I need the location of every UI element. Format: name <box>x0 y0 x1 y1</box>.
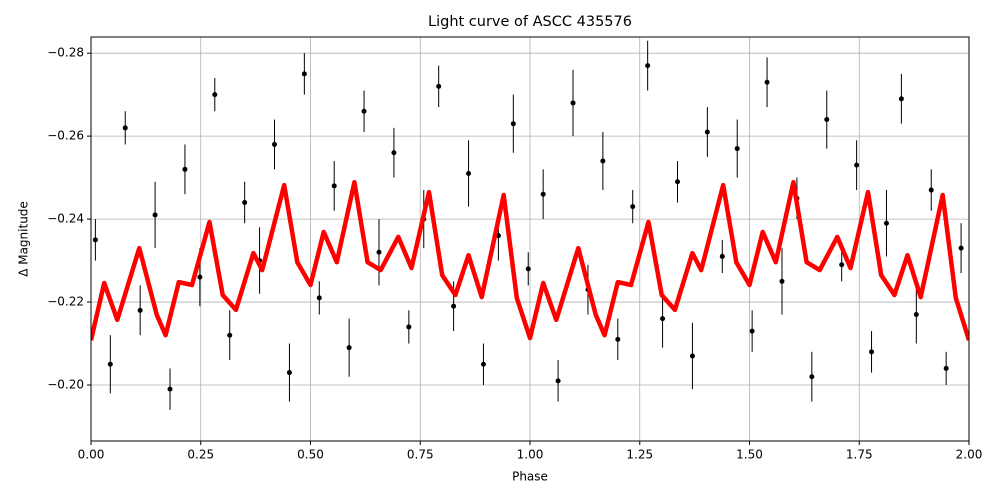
data-point <box>137 307 143 313</box>
data-point <box>540 191 546 197</box>
x-tick-label: 0.00 <box>78 448 105 462</box>
plot-area <box>91 40 969 410</box>
data-point <box>600 158 606 164</box>
data-point <box>331 183 337 189</box>
x-tick-label: 1.50 <box>736 448 763 462</box>
data-point <box>525 266 531 272</box>
data-point <box>809 374 815 380</box>
data-point <box>943 365 949 371</box>
data-point <box>406 324 412 330</box>
x-tick-label: 2.00 <box>956 448 983 462</box>
y-tick-label: −0.20 <box>47 378 84 392</box>
data-point <box>346 345 352 351</box>
data-point <box>749 328 755 334</box>
x-axis-label: Phase <box>512 470 548 484</box>
data-point <box>645 63 651 69</box>
data-point <box>92 237 98 243</box>
data-point <box>242 199 248 205</box>
y-axis-label: Δ Magnitude <box>17 201 31 277</box>
x-tick-label: 0.25 <box>187 448 214 462</box>
data-point <box>212 92 218 98</box>
data-point <box>734 146 740 152</box>
data-point <box>361 108 367 114</box>
data-point <box>839 262 845 268</box>
data-point <box>719 253 725 259</box>
data-point <box>660 316 666 322</box>
data-point <box>689 353 695 359</box>
data-point <box>227 332 233 338</box>
data-point <box>913 311 919 317</box>
data-point <box>182 166 188 172</box>
data-point <box>152 212 158 218</box>
data-point <box>764 79 770 85</box>
data-point <box>286 370 292 376</box>
data-point <box>316 295 322 301</box>
y-tick-label: −0.22 <box>47 295 84 309</box>
model-line <box>91 179 969 341</box>
x-tick-label: 1.00 <box>517 448 544 462</box>
y-tick-label: −0.24 <box>47 212 84 226</box>
data-point <box>704 129 710 135</box>
data-point <box>555 378 561 384</box>
data-point <box>570 100 576 106</box>
data-point <box>824 117 830 123</box>
data-point <box>122 125 128 131</box>
data-point <box>272 141 278 147</box>
y-tick-label: −0.26 <box>47 129 84 143</box>
data-point <box>898 96 904 102</box>
data-point <box>928 187 934 193</box>
y-tick-label: −0.28 <box>47 46 84 60</box>
data-point <box>480 361 486 367</box>
data-point <box>376 249 382 255</box>
data-point <box>779 278 785 284</box>
data-point <box>615 336 621 342</box>
x-tick-label: 0.50 <box>297 448 324 462</box>
data-point <box>451 303 457 309</box>
data-point <box>869 349 875 355</box>
data-point <box>883 220 889 226</box>
data-point <box>630 204 636 210</box>
data-point <box>510 121 516 127</box>
data-point <box>167 386 173 392</box>
x-tick-label: 1.75 <box>846 448 873 462</box>
data-point <box>466 170 472 176</box>
data-point <box>675 179 681 185</box>
data-point <box>958 245 964 251</box>
data-point <box>391 150 397 156</box>
plot-frame <box>90 36 970 442</box>
data-point <box>107 361 113 367</box>
x-tick-label: 0.75 <box>407 448 434 462</box>
data-point <box>436 83 442 89</box>
data-point <box>854 162 860 168</box>
data-point <box>301 71 307 77</box>
data-point <box>197 274 203 280</box>
chart-title: Light curve of ASCC 435576 <box>428 14 632 30</box>
x-tick-label: 1.25 <box>626 448 653 462</box>
